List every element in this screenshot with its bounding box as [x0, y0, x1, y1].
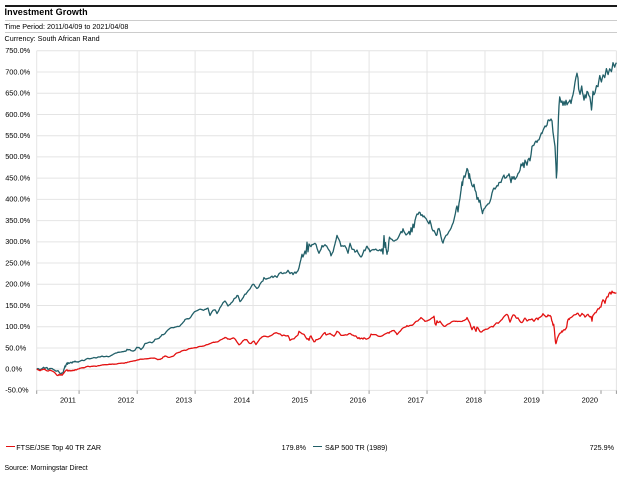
svg-text:450.0%: 450.0% — [5, 173, 30, 182]
svg-text:2016: 2016 — [350, 396, 366, 405]
svg-text:300.0%: 300.0% — [5, 237, 30, 246]
svg-text:250.0%: 250.0% — [5, 258, 30, 267]
svg-text:550.0%: 550.0% — [5, 131, 30, 140]
svg-text:100.0%: 100.0% — [5, 322, 30, 331]
svg-text:2017: 2017 — [408, 396, 424, 405]
svg-text:2011: 2011 — [60, 396, 76, 405]
svg-text:700.0%: 700.0% — [5, 67, 30, 76]
svg-text:-50.0%: -50.0% — [5, 386, 29, 395]
svg-text:2015: 2015 — [292, 396, 308, 405]
svg-text:500.0%: 500.0% — [5, 152, 30, 161]
svg-text:600.0%: 600.0% — [5, 110, 30, 119]
svg-text:200.0%: 200.0% — [5, 280, 30, 289]
svg-text:350.0%: 350.0% — [5, 216, 30, 225]
svg-text:2012: 2012 — [118, 396, 134, 405]
svg-text:2018: 2018 — [466, 396, 482, 405]
svg-text:400.0%: 400.0% — [5, 195, 30, 204]
svg-text:50.0%: 50.0% — [5, 343, 26, 352]
svg-text:2013: 2013 — [176, 396, 192, 405]
svg-text:2014: 2014 — [234, 396, 250, 405]
svg-text:750.0%: 750.0% — [5, 46, 30, 55]
svg-text:650.0%: 650.0% — [5, 89, 30, 98]
svg-text:2020: 2020 — [582, 396, 598, 405]
svg-text:0.0%: 0.0% — [5, 364, 22, 373]
svg-text:2019: 2019 — [523, 396, 539, 405]
svg-text:150.0%: 150.0% — [5, 301, 30, 310]
